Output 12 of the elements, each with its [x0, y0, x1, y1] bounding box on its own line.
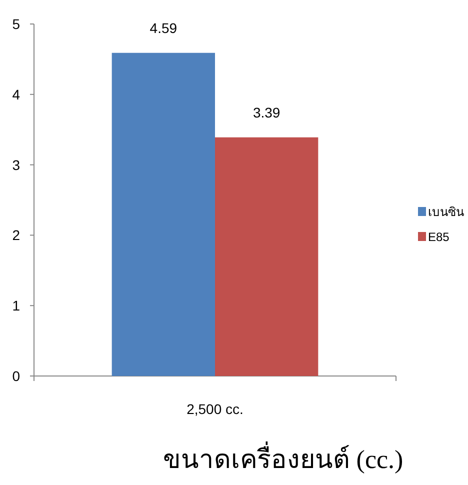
x-axis-title: ขนาดเครื่องยนต์ (cc.)	[162, 441, 404, 474]
data-label: 3.39	[252, 104, 280, 120]
y-tick-label: 5	[12, 16, 20, 32]
x-tick-label: 2,500 cc.	[186, 401, 244, 417]
y-tick-label: 4	[12, 86, 20, 102]
y-tick-label: 1	[12, 298, 20, 314]
data-label: 4.59	[150, 20, 178, 36]
y-tick-label: 0	[12, 368, 20, 384]
y-tick-label: 3	[12, 156, 20, 173]
y-tick-label: 2	[12, 227, 20, 244]
legend-label: E85	[428, 230, 450, 244]
legend-label: เบนซิน	[428, 205, 464, 219]
